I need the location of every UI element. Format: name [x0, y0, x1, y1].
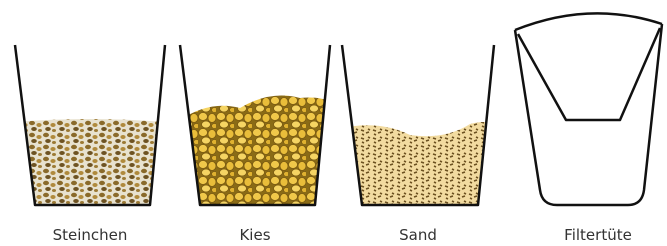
- steinchen-fill: [15, 119, 165, 210]
- sand-fill: [342, 122, 494, 210]
- label: Filtertüte: [564, 226, 632, 244]
- label: Sand: [399, 226, 437, 244]
- label: Kies: [239, 226, 270, 244]
- kies-fill: [180, 96, 330, 210]
- label: Steinchen: [53, 226, 128, 244]
- filter-cone: [515, 13, 662, 205]
- diagram: Steinchen Kies Sand Filtertüte: [0, 0, 667, 246]
